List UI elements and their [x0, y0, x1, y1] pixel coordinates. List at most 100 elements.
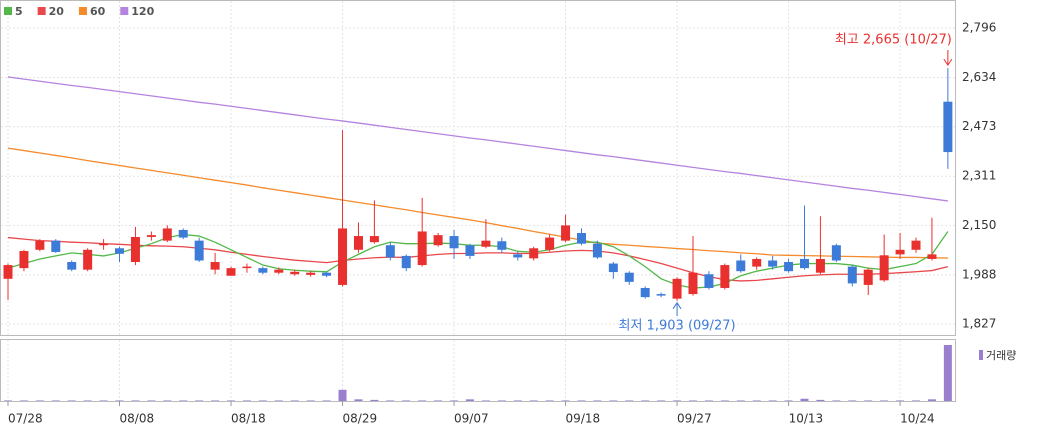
y-tick-label: 2,311	[962, 169, 996, 183]
candle-body	[385, 245, 395, 258]
candle-body	[561, 225, 571, 241]
candle-body	[242, 266, 252, 269]
volume-bar	[195, 400, 204, 401]
x-tick-label: 08/29	[343, 412, 378, 426]
volume-bar	[943, 345, 952, 401]
volume-bar	[434, 400, 443, 401]
volume-bar	[896, 400, 905, 401]
candle-body	[338, 228, 348, 285]
volume-bar	[179, 400, 188, 401]
volume-bar	[688, 400, 697, 401]
candle-body	[863, 269, 873, 285]
volume-legend-label: 거래량	[986, 349, 1016, 362]
volume-bar	[577, 400, 586, 401]
low-arrowhead	[672, 301, 682, 310]
legend-label: 60	[90, 5, 106, 18]
legend-swatch	[4, 7, 12, 15]
candle-body	[226, 268, 236, 276]
candle-body	[752, 258, 762, 267]
volume-bar	[927, 399, 936, 401]
candle-body	[704, 274, 714, 288]
volume-bar	[131, 400, 140, 401]
candle-body	[130, 236, 140, 263]
x-tick-label: 09/27	[677, 412, 712, 426]
candle-body	[99, 243, 109, 246]
volume-bar	[67, 400, 76, 401]
y-tick-label: 2,473	[962, 119, 996, 133]
plot-frame	[0, 0, 956, 336]
candle-body	[35, 240, 45, 250]
candle-body	[115, 248, 125, 254]
y-tick-label: 2,796	[962, 21, 996, 35]
candle-body	[624, 272, 634, 282]
volume-legend-swatch	[979, 350, 983, 360]
volume-bar	[370, 399, 379, 401]
high-annotation: 최고 2,665 (10/27)	[835, 33, 952, 48]
x-tick-label: 07/28	[8, 412, 43, 426]
candle-body	[943, 101, 953, 153]
volume-bar	[529, 400, 538, 401]
volume-bar	[83, 400, 92, 401]
candle-body	[3, 265, 13, 279]
candle-body	[67, 262, 77, 270]
candle-body	[608, 263, 618, 273]
volume-bar	[227, 400, 236, 401]
volume-bar	[641, 400, 650, 401]
volume-bar	[450, 400, 459, 401]
candle-body	[290, 271, 300, 275]
low-annotation: 최저 1,903 (09/27)	[619, 319, 736, 334]
candle-body	[784, 262, 794, 272]
volume-bar	[673, 400, 682, 401]
legend-label: 5	[15, 5, 23, 18]
x-tick-label: 08/18	[231, 412, 266, 426]
candle-body	[656, 294, 666, 296]
candle-body	[178, 229, 188, 238]
volume-bar	[147, 400, 156, 401]
candle-body	[353, 236, 363, 250]
volume-bar	[513, 400, 522, 401]
volume-bar	[880, 400, 889, 401]
candle-body	[640, 287, 650, 298]
candle-body	[576, 233, 586, 244]
volume-bar	[290, 400, 299, 401]
candle-body	[815, 258, 825, 273]
volume-bar	[418, 400, 427, 401]
candle-body	[146, 235, 156, 237]
volume-bar	[211, 400, 220, 401]
y-tick-label: 1,827	[962, 317, 996, 331]
candle-body	[895, 249, 905, 255]
volume-bar	[274, 400, 283, 401]
volume-bar	[322, 400, 331, 401]
volume-bar	[593, 400, 602, 401]
legend-label: 120	[131, 5, 154, 18]
candle-body	[911, 240, 921, 250]
volume-bar	[19, 400, 28, 401]
candle-body	[497, 241, 507, 250]
ma-line	[7, 236, 949, 282]
candle-body	[51, 240, 61, 252]
volume-bar	[51, 400, 60, 401]
candle-body	[433, 235, 443, 246]
legend-swatch	[78, 7, 87, 15]
volume-bar	[704, 400, 713, 401]
candle-body	[465, 245, 475, 256]
y-tick-label: 1,988	[962, 267, 996, 281]
candle-body	[831, 245, 841, 261]
volume-bar	[625, 400, 634, 401]
volume-bar	[768, 400, 777, 401]
volume-bar	[4, 400, 12, 401]
x-tick-label: 10/13	[789, 412, 824, 426]
candle-body	[162, 228, 172, 241]
volume-bar	[354, 399, 363, 401]
x-tick-label: 09/18	[566, 412, 601, 426]
candle-body	[513, 254, 523, 258]
volume-bar	[720, 400, 729, 401]
candle-body	[306, 272, 316, 275]
volume-bar	[561, 400, 570, 401]
volume-bar	[816, 399, 825, 401]
candle-body	[449, 236, 459, 249]
high-arrowhead	[943, 58, 953, 67]
candle-body	[529, 248, 539, 259]
volume-bar	[163, 400, 172, 401]
